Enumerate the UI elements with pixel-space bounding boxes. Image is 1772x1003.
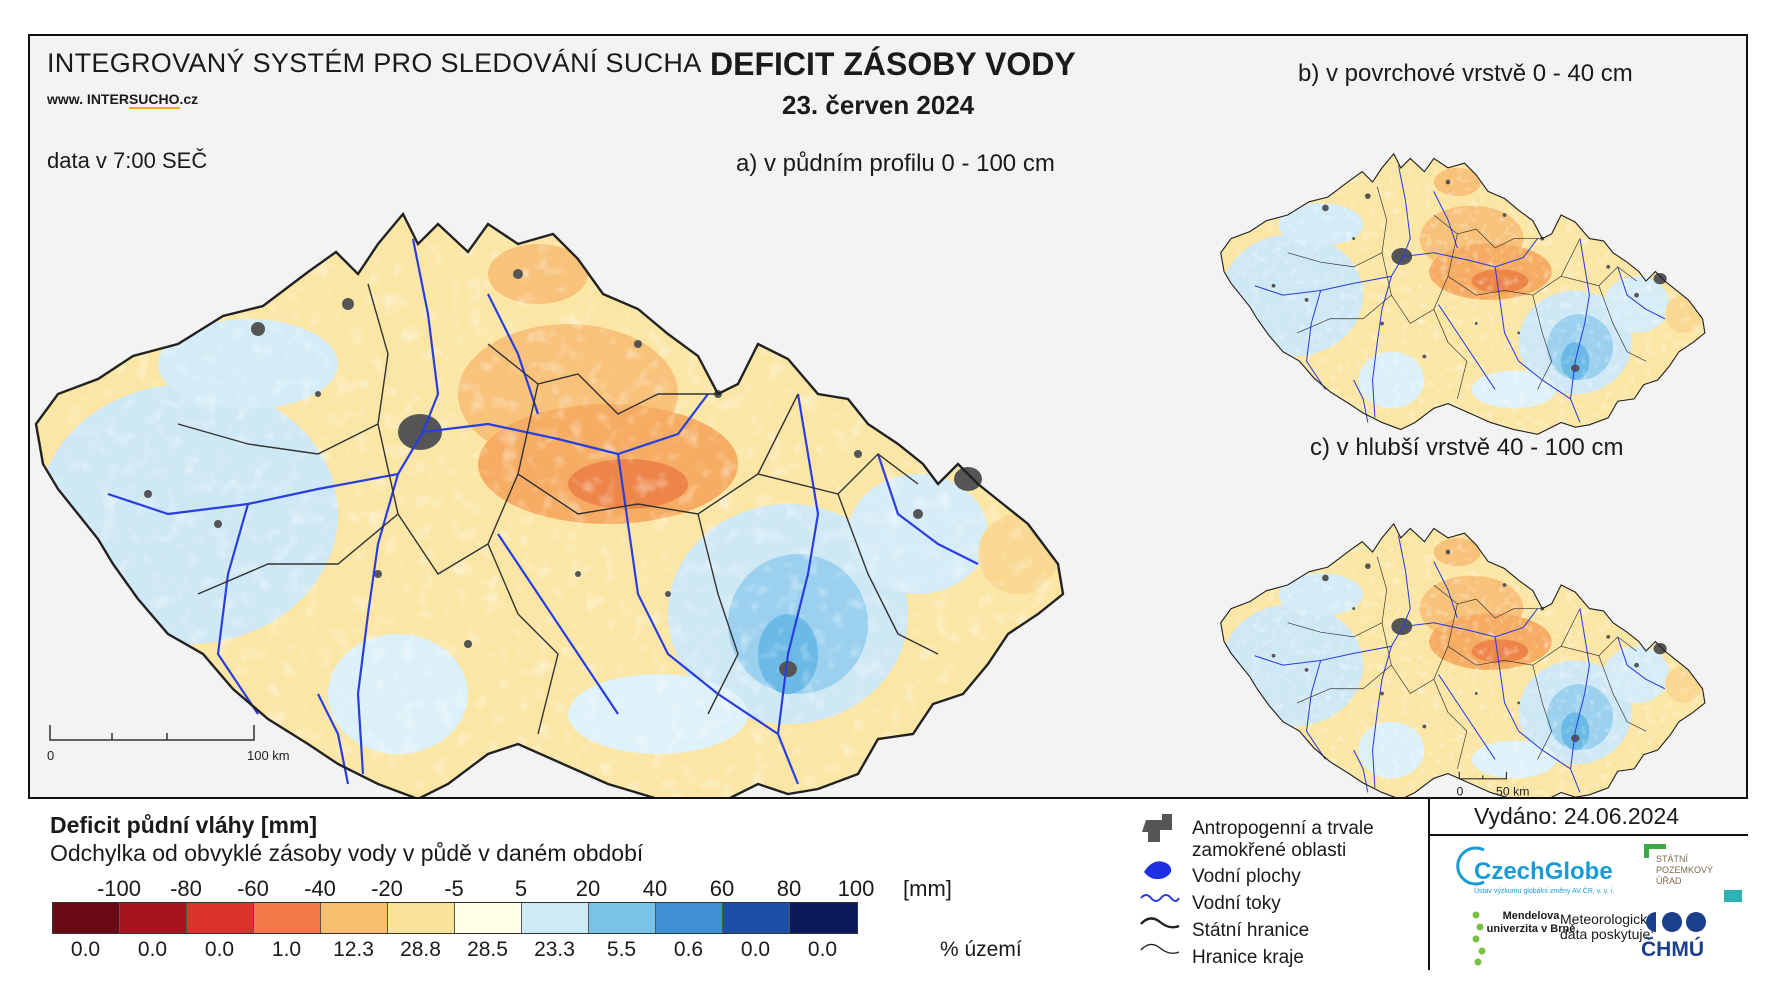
symbol-key-icons <box>1140 814 1180 955</box>
logo-czechglobe: CzechGlobe <box>1474 858 1613 885</box>
spu-logo-icon <box>1644 844 1666 858</box>
legend-percent-unit: % území <box>940 938 1022 961</box>
legend-scale-label: -5 <box>444 876 464 901</box>
legend-percent-label: 28.8 <box>400 938 441 961</box>
website-prefix: www. INTER <box>47 91 129 107</box>
meteo-text: Meteorologická data poskytuje: <box>1560 911 1655 942</box>
legend-color-bar <box>52 902 858 934</box>
map-c-label: c) v hlubší vrstvě 40 - 100 cm <box>1310 434 1624 461</box>
legend-swatch <box>522 903 589 933</box>
map-b-label: b) v povrchové vrstvě 0 - 40 cm <box>1298 60 1633 87</box>
legend-scale-label: 60 <box>709 876 735 901</box>
legend-scale-label: 5 <box>514 876 528 901</box>
legend-swatch <box>120 903 187 933</box>
logo-czechglobe-sub: Ústav výzkumu globální změny AV ČR, v. v… <box>1474 888 1615 895</box>
scale-bar-small <box>1458 771 1508 780</box>
legend-scale-label: 80 <box>776 876 802 901</box>
scale-main-end: 100 km <box>247 748 290 763</box>
legend-swatch <box>790 903 857 933</box>
legend-percent-label: 0.0 <box>204 938 235 961</box>
czechglobe-logo-icon <box>1456 846 1485 886</box>
legend-percent-label: 28.5 <box>467 938 508 961</box>
legend-title: Deficit půdní vláhy [mm] <box>50 812 318 838</box>
legend-percent-label: 0.0 <box>807 938 838 961</box>
river-icon <box>1140 894 1180 902</box>
map-b <box>1204 100 1724 430</box>
website-link[interactable]: www. INTERSUCHO.cz <box>47 91 199 109</box>
legend-scale-label: -80 <box>170 876 202 901</box>
map-a-label: a) v půdním profilu 0 - 100 cm <box>736 150 1055 177</box>
legend-percent-label: 1.0 <box>271 938 302 961</box>
key-region-border: Hranice kraje <box>1192 947 1304 968</box>
legend-scale-label: -60 <box>237 876 269 901</box>
scale-main-start: 0 <box>47 748 54 763</box>
legend-percent-label: 0.0 <box>70 938 101 961</box>
scale-small-start: 0 <box>1456 784 1463 798</box>
legend-swatch <box>723 903 790 933</box>
legend-swatch <box>388 903 455 933</box>
region-border-icon <box>1140 943 1180 955</box>
legend-swatch <box>455 903 522 933</box>
page-title: DEFICIT ZÁSOBY VODY <box>710 46 1076 82</box>
legend-swatch <box>656 903 723 933</box>
logo-mendel: Mendelova univerzita v Brně <box>1486 910 1576 935</box>
issued-divider <box>1428 834 1748 836</box>
water-body-icon <box>1144 861 1172 880</box>
legend-scale-label: 40 <box>642 876 668 901</box>
key-state-border: Státní hranice <box>1192 920 1310 941</box>
legend-subtitle: Odchylka od obvyklé zásoby vody v půdě v… <box>50 840 644 866</box>
key-rivers: Vodní toky <box>1192 893 1281 914</box>
page-date: 23. červen 2024 <box>782 90 975 120</box>
legend-scale-label: 20 <box>575 876 601 901</box>
legend-swatch <box>187 903 254 933</box>
issued-date: Vydáno: 24.06.2024 <box>1474 803 1680 829</box>
key-urban-line2: zamokřené oblasti <box>1192 840 1347 861</box>
key-urban-line1: Antropogenní a trvale <box>1192 818 1374 839</box>
issued-box <box>1428 797 1748 970</box>
legend-percent-label: 23.3 <box>534 938 575 961</box>
legend-percent-label: 0.0 <box>137 938 168 961</box>
mendel-logo-icon <box>1472 911 1486 966</box>
logo-spu: STÁTNÍ POZEMKOVÝ ÚŘAD <box>1656 854 1714 886</box>
legend-swatch <box>254 903 321 933</box>
legend-swatch <box>321 903 388 933</box>
legend-percent-label: 5.5 <box>606 938 637 961</box>
legend-panel <box>28 797 1748 970</box>
legend-scale-label: -20 <box>371 876 403 901</box>
legend-percent-label: 0.6 <box>673 938 704 961</box>
key-water-bodies: Vodní plochy <box>1192 866 1301 887</box>
urban-area-icon <box>1142 814 1172 842</box>
legend-scale-label: -40 <box>304 876 336 901</box>
chmu-logo-icon <box>1646 912 1706 932</box>
logo-chmu: ČHMÚ <box>1641 938 1704 961</box>
legend-scale-label: -100 <box>96 876 142 901</box>
website-accent: SUCHO <box>128 91 180 109</box>
legend-percent-label: 12.3 <box>333 938 374 961</box>
legend-scale-label: 100 <box>837 876 875 901</box>
state-border-icon <box>1140 917 1180 929</box>
map-a: 0 100 km <box>22 100 1082 800</box>
scale-bar-main <box>49 725 255 741</box>
system-title: INTEGROVANÝ SYSTÉM PRO SLEDOVÁNÍ SUCHA <box>47 48 702 78</box>
legend-swatch <box>589 903 656 933</box>
legend-swatch <box>53 903 120 933</box>
map-c: 0 50 km <box>1204 470 1724 800</box>
spu-accent-icon <box>1724 890 1742 902</box>
website-suffix: .cz <box>179 91 199 107</box>
legend-percent-label: 0.0 <box>740 938 771 961</box>
scale-small-end: 50 km <box>1496 784 1529 798</box>
data-time: data v 7:00 SEČ <box>47 148 208 173</box>
legend-unit: [mm] <box>903 876 952 901</box>
